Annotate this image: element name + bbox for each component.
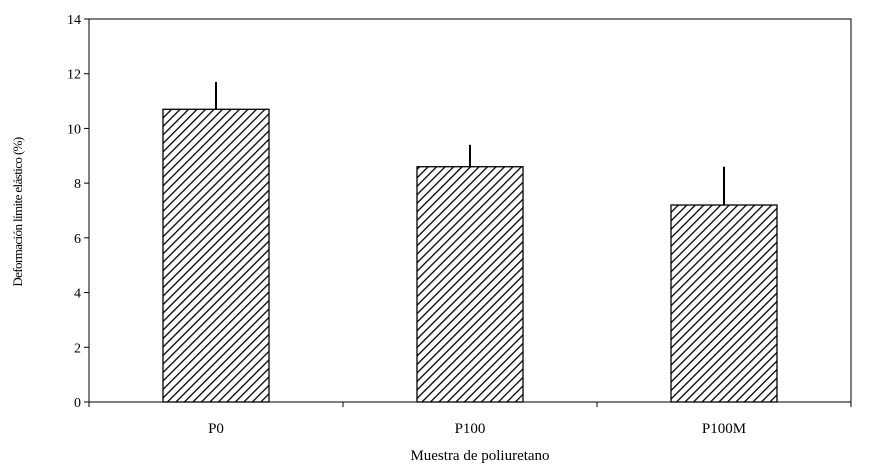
y-tick-label: 10 (67, 122, 81, 137)
y-tick-label: 6 (74, 232, 81, 247)
y-tick-label: 12 (67, 68, 81, 83)
y-tick-label: 2 (74, 341, 81, 356)
y-axis-ticks: 0 2 4 6 8 10 12 14 (67, 13, 89, 411)
y-tick-label: 14 (67, 13, 81, 28)
x-category-label: P100 (455, 421, 486, 437)
y-tick-label: 0 (74, 396, 81, 411)
x-category-label: P100M (702, 421, 746, 437)
error-bars (215, 81, 725, 206)
y-tick-label: 8 (74, 177, 81, 192)
bar-p100 (416, 166, 524, 403)
y-tick-label: 4 (74, 287, 81, 302)
bars (162, 108, 778, 403)
x-category-label: P0 (208, 421, 224, 437)
bar-p0 (162, 108, 270, 403)
x-axis-label: Muestra de poliuretano (410, 448, 549, 464)
y-axis-label: Deformación límite elástico (%) (10, 137, 25, 287)
bar-p100m (670, 204, 778, 403)
x-axis-ticks: P0 P100 P100M (88, 402, 852, 437)
